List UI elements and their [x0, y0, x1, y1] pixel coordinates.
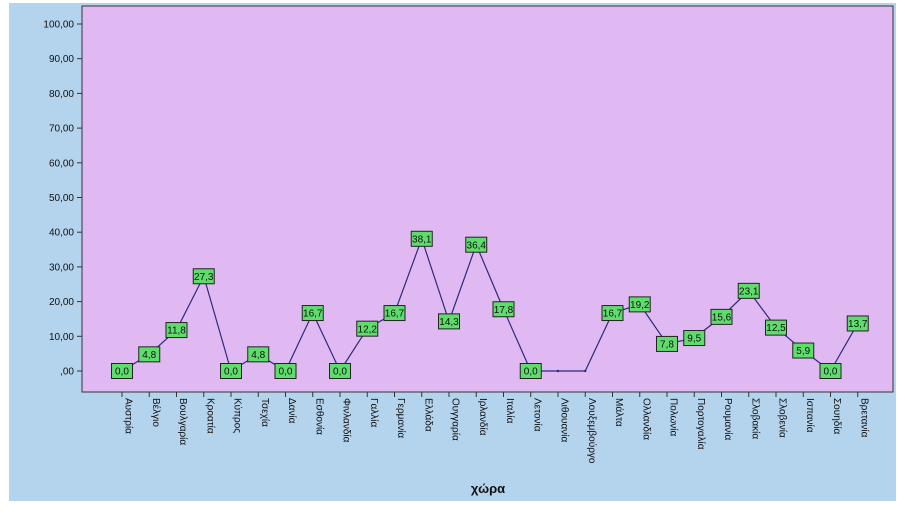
x-tick-label: Ιρλανδία — [477, 398, 489, 436]
data-label-box — [656, 335, 678, 352]
x-tick-label: Σλοβενία — [777, 398, 789, 438]
x-tick-label: Λιθουανία — [559, 398, 571, 442]
x-tick-label: Μάλτα — [613, 398, 625, 427]
x-tick-label: Πορτογαλία — [695, 398, 707, 450]
y-tick-label: 70,00 — [49, 124, 74, 135]
y-tick-label: 50,00 — [49, 193, 74, 204]
data-label: 0,0 — [224, 367, 238, 378]
x-tick-label: Τσεχία — [259, 398, 271, 427]
data-label: 0,0 — [824, 367, 838, 378]
x-tick-label: Δανία — [286, 398, 298, 424]
data-label-box — [492, 301, 515, 318]
x-tick-label: Αυστρία — [123, 398, 135, 434]
data-label-box — [356, 320, 379, 337]
data-label: 0,0 — [279, 367, 293, 378]
data-label: 9,5 — [687, 334, 701, 345]
y-tick-label: 10,00 — [49, 332, 74, 343]
data-label: 13,7 — [848, 319, 868, 330]
data-label: 23,1 — [739, 286, 759, 297]
data-label-box — [438, 313, 460, 330]
data-point — [556, 369, 560, 373]
x-tick-label: Κροατία — [204, 398, 216, 434]
data-label-box — [301, 305, 324, 322]
data-label: 7,8 — [660, 340, 674, 351]
data-label: 16,7 — [303, 309, 323, 320]
data-label: 36,4 — [467, 240, 487, 251]
x-tick-label: Βουλγαρία — [177, 398, 189, 445]
data-label: 4,8 — [142, 350, 156, 361]
data-label: 15,6 — [712, 312, 732, 323]
x-tick-label: Γαλλία — [368, 398, 380, 428]
data-label-box — [274, 363, 297, 379]
x-tick-label: Βέλγιο — [150, 398, 162, 427]
data-point — [584, 369, 587, 373]
data-label: 27,3 — [194, 272, 214, 283]
data-label: 0,0 — [524, 367, 538, 378]
data-label-box — [519, 363, 542, 379]
data-label-box — [220, 363, 242, 379]
data-label-box — [819, 363, 842, 379]
data-label: 19,2 — [630, 300, 650, 311]
data-label-box — [138, 346, 161, 363]
data-label: 11,8 — [167, 326, 186, 337]
data-label-box — [846, 315, 869, 332]
y-tick-label: ,00 — [60, 367, 74, 378]
x-tick-label: Βρετανία — [858, 398, 870, 438]
data-label-box — [192, 268, 215, 285]
data-label-box — [165, 322, 188, 339]
data-label: 12,5 — [766, 323, 786, 334]
data-label-box — [465, 236, 488, 253]
data-label-box — [628, 296, 651, 313]
y-tick-label: 60,00 — [49, 158, 74, 169]
data-label: 38,1 — [412, 234, 432, 245]
y-tick-label: 90,00 — [49, 54, 74, 65]
x-tick-label: Ολλανδία — [640, 398, 652, 440]
data-label-box — [601, 305, 624, 322]
x-tick-label: Εσθονία — [313, 398, 325, 435]
x-tick-label: Ελλάδα — [422, 398, 434, 432]
y-tick-label: 100,00 — [43, 20, 74, 31]
x-tick-label: Λουξεμβούργο — [586, 398, 598, 464]
data-label: 17,8 — [494, 305, 514, 316]
y-tick-label: 80,00 — [49, 89, 74, 100]
data-label-box — [683, 330, 706, 347]
data-label-box — [765, 319, 787, 336]
x-tick-label: Σουηδία — [831, 398, 843, 435]
y-tick-label: 40,00 — [49, 228, 74, 239]
x-tick-label: Σλοβακία — [749, 398, 761, 439]
data-label-box — [737, 282, 760, 299]
y-tick-label: 30,00 — [49, 262, 74, 273]
x-axis-title: χώρα — [471, 481, 505, 496]
data-label: 4,8 — [251, 350, 265, 361]
data-label: 12,2 — [358, 324, 378, 335]
x-tick-label: Φινλανδία — [341, 398, 353, 443]
data-label: 0,0 — [115, 367, 129, 378]
data-label: 14,3 — [439, 317, 459, 328]
x-tick-label: Ουγγαρία — [450, 398, 462, 441]
series-line — [121, 236, 859, 373]
y-tick-label: 20,00 — [49, 297, 74, 308]
x-tick-label: Κύπρος — [232, 398, 244, 433]
x-tick-label: Γερμανία — [395, 398, 407, 438]
data-label-box — [383, 305, 406, 322]
data-label-box — [410, 230, 433, 247]
data-label: 16,7 — [385, 309, 405, 320]
x-tick-label: Ιταλία — [504, 398, 516, 424]
data-label-box — [710, 308, 733, 325]
x-tick-label: Λετονία — [531, 398, 543, 432]
data-label-box — [247, 346, 270, 363]
data-label: 16,7 — [603, 309, 623, 320]
x-tick-label: Ρουμανία — [722, 398, 734, 440]
data-label: 5,9 — [796, 346, 810, 357]
x-tick-label: Πολωνία — [668, 398, 680, 436]
x-tick-label: Ισπανία — [804, 398, 816, 433]
plot-area — [81, 5, 894, 393]
data-label: 0,0 — [333, 367, 347, 378]
data-label-box — [792, 342, 815, 359]
data-label-box — [329, 363, 351, 379]
data-label-box — [111, 363, 133, 379]
